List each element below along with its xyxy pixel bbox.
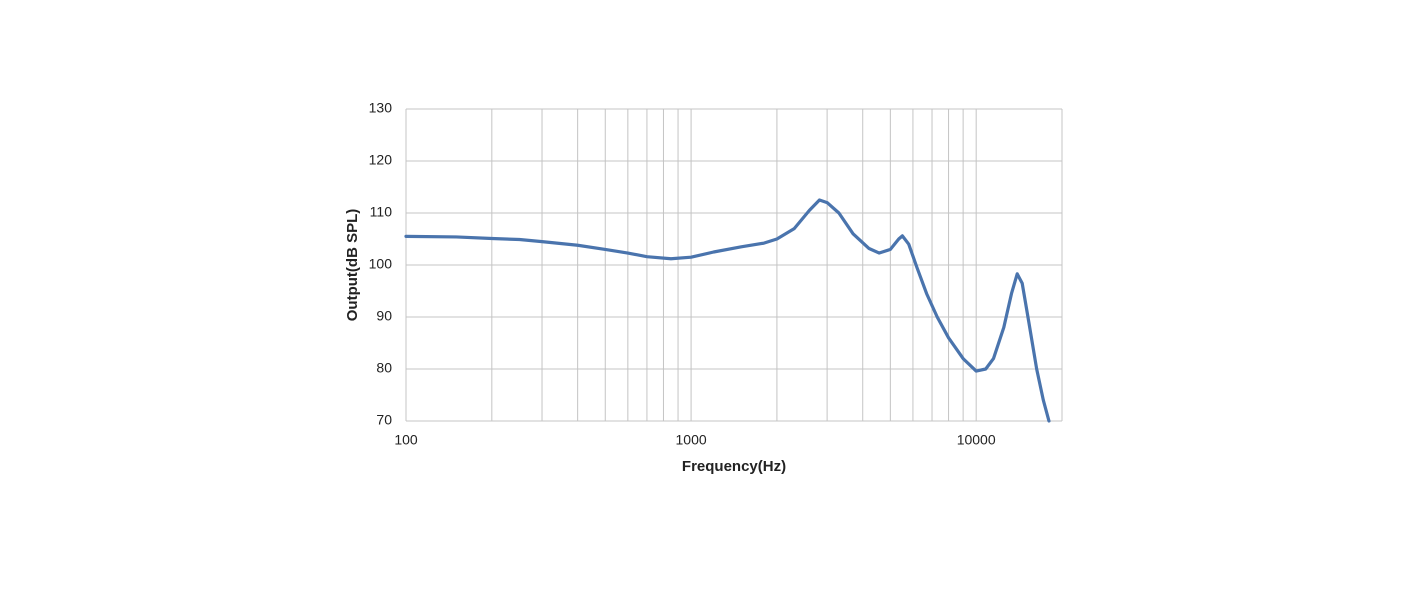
y-tick-label: 90	[376, 308, 392, 324]
y-axis-title: Output(dB SPL)	[344, 209, 361, 321]
y-tick-label: 110	[370, 204, 393, 220]
x-tick-label: 1000	[676, 432, 707, 448]
data-line	[404, 198, 1051, 423]
x-axis-title: Frequency(Hz)	[682, 458, 786, 475]
x-tick-label: 10000	[957, 432, 996, 448]
y-tick-label: 100	[369, 256, 393, 272]
y-tick-label: 80	[376, 360, 392, 376]
x-tick-label: 100	[394, 432, 418, 448]
y-tick-label: 120	[369, 152, 393, 168]
y-tick-label: 70	[376, 412, 392, 428]
y-tick-label: 130	[369, 100, 393, 116]
